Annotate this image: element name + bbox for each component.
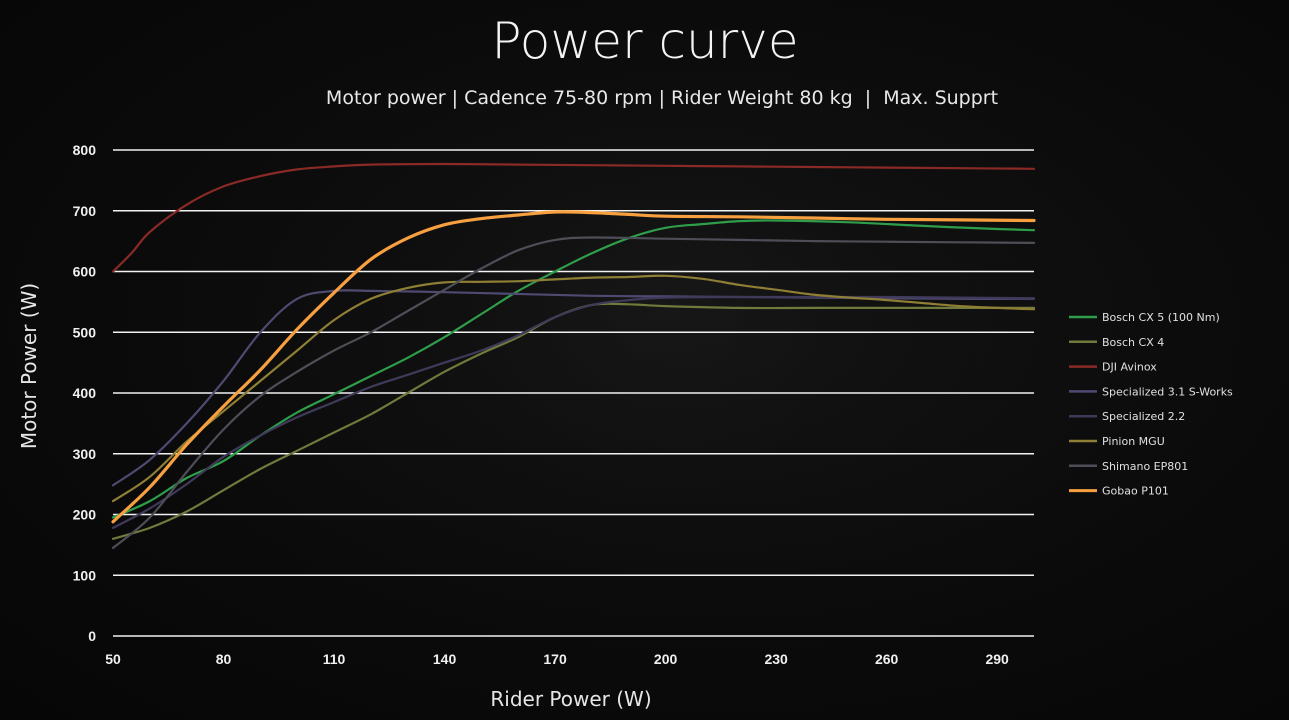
y-tick-label: 200 xyxy=(73,507,97,523)
y-axis-ticks: 0 100 200 300 400 500 600 700 800 xyxy=(73,142,97,644)
x-tick-label: 170 xyxy=(543,651,567,667)
y-tick-label: 600 xyxy=(73,264,97,280)
grid-lines xyxy=(113,149,1034,637)
y-axis-label: Motor Power (W) xyxy=(17,283,41,449)
series-lines xyxy=(111,162,1036,549)
background-map-shade xyxy=(280,60,980,620)
x-tick-label: 260 xyxy=(875,651,899,667)
legend: Bosch CX 5 (100 Nm) Bosch CX 4 DJI Avinox S… xyxy=(1069,311,1233,498)
series-line-bosch-cx-4 xyxy=(111,302,1036,540)
y-tick-label: 0 xyxy=(88,628,96,644)
legend-label-bosch-cx-5-100-nm: Bosch CX 5 (100 Nm) xyxy=(1102,311,1220,324)
legend-label-dji-avinox: DJI Avinox xyxy=(1102,361,1157,374)
x-tick-label: 230 xyxy=(764,651,788,667)
x-tick-label: 110 xyxy=(323,651,346,667)
y-tick-label: 500 xyxy=(73,324,97,340)
x-tick-label: 50 xyxy=(105,651,121,667)
x-axis-ticks: 50 80 110 140 170 200 230 260 290 xyxy=(105,651,1009,667)
y-tick-label: 800 xyxy=(73,142,97,158)
series-line-specialized-2-2 xyxy=(111,295,1036,529)
legend-label-gobao-p101: Gobao P101 xyxy=(1102,485,1169,498)
x-tick-label: 200 xyxy=(654,651,678,667)
x-tick-label: 140 xyxy=(433,651,457,667)
x-axis-label: Rider Power (W) xyxy=(490,687,651,711)
legend-label-bosch-cx-4: Bosch CX 4 xyxy=(1102,336,1164,349)
chart-title: Power curve xyxy=(491,12,798,70)
series-line-bosch-cx-5-100-nm xyxy=(111,219,1036,519)
x-tick-label: 290 xyxy=(985,651,1009,667)
legend-label-pinion-mgu: Pinion MGU xyxy=(1102,435,1165,448)
legend-label-shimano-ep801: Shimano EP801 xyxy=(1102,460,1188,473)
series-line-pinion-mgu xyxy=(111,274,1036,503)
y-tick-label: 300 xyxy=(73,446,97,462)
y-tick-label: 700 xyxy=(73,203,97,219)
series-line-gobao-p101 xyxy=(111,210,1036,524)
y-tick-label: 400 xyxy=(73,385,97,401)
y-tick-label: 100 xyxy=(73,567,97,583)
series-line-dji-avinox xyxy=(111,162,1036,273)
legend-label-specialized-3-1-s-works: Specialized 3.1 S-Works xyxy=(1102,385,1233,398)
legend-label-specialized-2-2: Specialized 2.2 xyxy=(1102,410,1185,423)
x-tick-label: 80 xyxy=(216,651,232,667)
chart-subtitle: Motor power | Cadence 75-80 rpm | Rider … xyxy=(326,87,998,109)
series-line-shimano-ep801 xyxy=(111,236,1036,549)
